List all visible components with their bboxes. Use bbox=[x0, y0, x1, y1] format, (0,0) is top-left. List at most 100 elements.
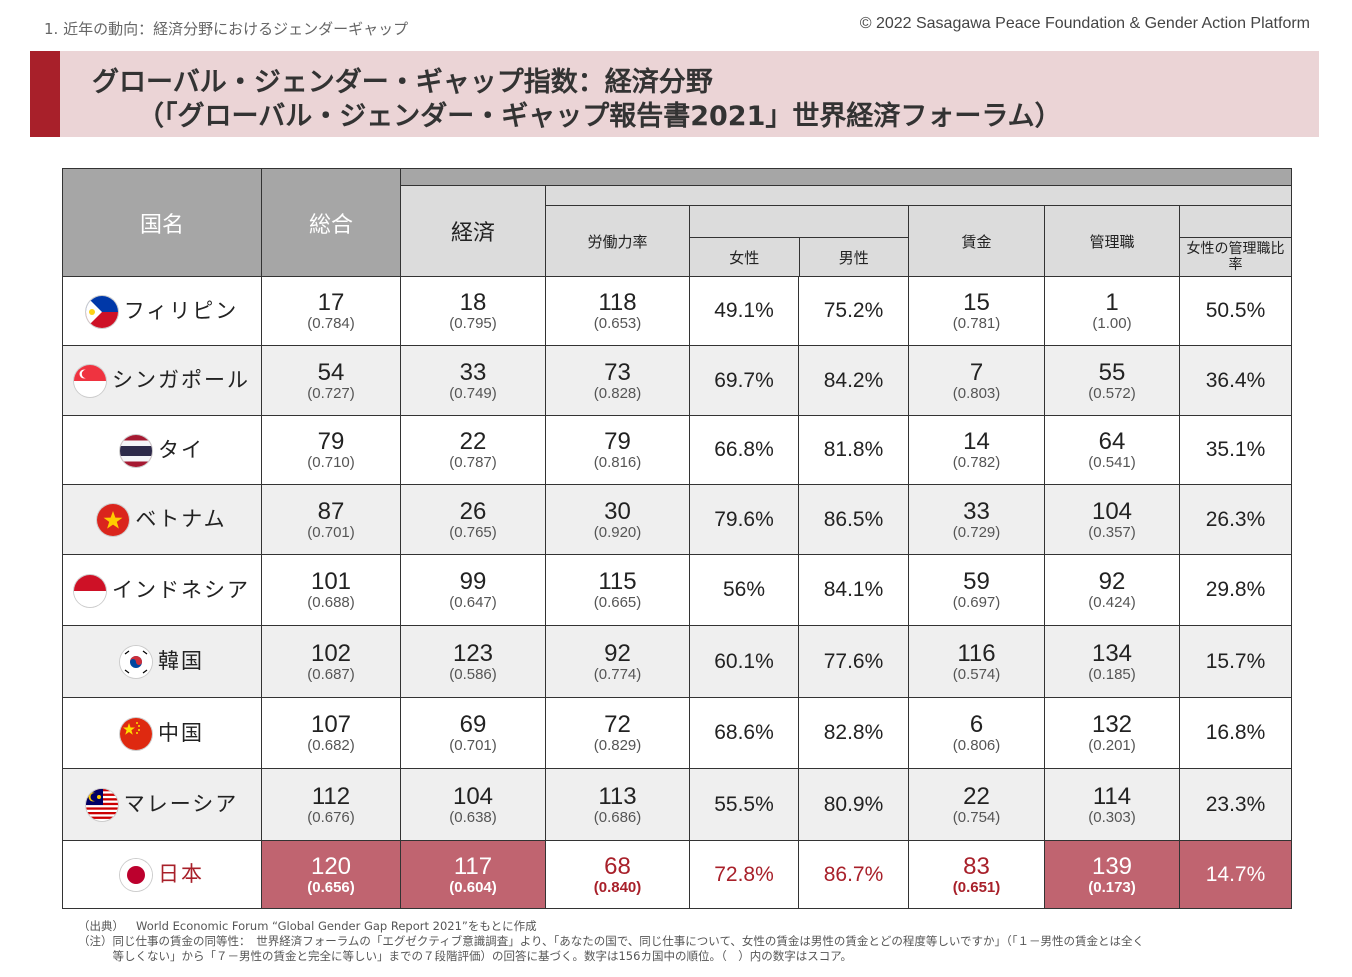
philippines-flag-icon bbox=[85, 295, 118, 328]
managers-cell-rank: 92 bbox=[1098, 568, 1126, 595]
economy-cell: 123 (0.586) bbox=[400, 625, 546, 698]
managers-cell-rank: 139 bbox=[1091, 852, 1133, 880]
overall-cell: 120 (0.656) bbox=[261, 840, 401, 909]
managers-cell-rank: 64 bbox=[1098, 428, 1126, 455]
wage-cell-rank: 15 bbox=[963, 289, 990, 316]
wage-cell-rank: 6 bbox=[969, 711, 984, 738]
overall-cell-score: (0.656) bbox=[307, 878, 355, 896]
female-mgr-cell: 36.4% bbox=[1179, 345, 1292, 416]
economy-cell-score: (0.787) bbox=[449, 454, 497, 471]
note-line-1: （注）同じ仕事の賃金の同等性： 世界経済フォーラムの「エグゼクティブ意識調査」よ… bbox=[78, 934, 1145, 948]
source-label: （出典） bbox=[78, 919, 124, 933]
header-female-mgr-ratio: 女性の管理職比率 bbox=[1186, 241, 1285, 273]
singapore-flag-icon bbox=[74, 365, 106, 397]
labor-cell-rank: 92 bbox=[604, 639, 631, 667]
economy-cell: 69 (0.701) bbox=[400, 697, 546, 769]
male-labor-cell: 84.1% bbox=[798, 554, 909, 626]
female-mgr-cell: 15.7% bbox=[1179, 625, 1292, 698]
wage-cell-rank: 14 bbox=[963, 428, 990, 455]
title-accent-bar bbox=[30, 51, 60, 137]
table-row: 韓国 102 (0.687) 123 (0.586) 92 (0.774) 60.1% 77.6… bbox=[62, 625, 1292, 698]
country-name: フィリピン bbox=[123, 298, 239, 323]
economy-cell-rank: 99 bbox=[459, 568, 487, 595]
economy-cell-rank: 104 bbox=[452, 782, 494, 810]
header-overall: 総合 bbox=[261, 168, 401, 277]
wage-cell-rank: 22 bbox=[963, 782, 990, 810]
country-name: 韓国 bbox=[158, 649, 204, 673]
overall-cell-score: (0.701) bbox=[307, 523, 355, 541]
economy-cell-score: (0.604) bbox=[449, 878, 497, 896]
note-line-2: 等しくない」から「７－男性の賃金と完全に等しい」までの７段階評価）の回答に基づく… bbox=[78, 949, 853, 963]
overall-cell: 101 (0.688) bbox=[261, 554, 401, 626]
overall-cell: 79 (0.710) bbox=[261, 415, 401, 485]
male-labor-cell: 80.9% bbox=[798, 768, 909, 841]
overall-cell-rank: 54 bbox=[317, 358, 345, 386]
economy-cell: 33 (0.749) bbox=[400, 345, 546, 416]
wage-cell: 59 (0.697) bbox=[908, 554, 1045, 626]
source-text: World Economic Forum “Global Gender Gap … bbox=[136, 919, 537, 933]
header-country: 国名 bbox=[62, 168, 262, 277]
labor-cell-score: (0.774) bbox=[593, 665, 642, 683]
overall-cell-rank: 120 bbox=[310, 852, 352, 880]
wage-cell-rank: 59 bbox=[963, 568, 990, 595]
japan-flag-icon bbox=[120, 859, 152, 891]
header-labor: 労働力率 bbox=[545, 205, 690, 277]
economy-cell-score: (0.638) bbox=[449, 808, 497, 826]
wage-cell-score: (0.782) bbox=[952, 454, 1001, 471]
managers-cell: 104 (0.357) bbox=[1044, 484, 1180, 555]
country-name: 中国 bbox=[158, 720, 204, 745]
overall-cell: 107 (0.682) bbox=[261, 697, 401, 769]
overall-cell: 102 (0.687) bbox=[261, 625, 401, 698]
managers-cell-score: (0.185) bbox=[1088, 665, 1136, 683]
overall-cell: 17 (0.784) bbox=[261, 276, 401, 346]
female-mgr-cell: 50.5% bbox=[1179, 276, 1292, 346]
labor-cell-rank: 115 bbox=[598, 568, 637, 595]
wage-cell-score: (0.754) bbox=[952, 808, 1001, 826]
labor-cell: 115 (0.665) bbox=[545, 554, 690, 626]
overall-cell-rank: 87 bbox=[317, 497, 345, 525]
header-male: 男性 bbox=[838, 248, 869, 267]
managers-cell-score: (0.303) bbox=[1088, 808, 1136, 826]
female-labor-cell: 68.6% bbox=[689, 697, 799, 769]
overall-cell: 112 (0.676) bbox=[261, 768, 401, 841]
economy-cell-score: (0.647) bbox=[449, 594, 497, 611]
breadcrumb: 1. 近年の動向：経済分野におけるジェンダーギャップ bbox=[44, 20, 409, 38]
thailand-flag-icon bbox=[120, 434, 152, 467]
female-mgr-cell: 35.1% bbox=[1179, 415, 1292, 485]
male-labor-cell: 75.2% bbox=[798, 276, 909, 346]
managers-cell-score: (0.572) bbox=[1088, 384, 1136, 402]
table-row: シンガポール 54 (0.727) 33 (0.749) 73 (0.828) 69.7% 84… bbox=[62, 345, 1292, 416]
wage-cell: 83 (0.651) bbox=[908, 840, 1045, 909]
overall-cell: 54 (0.727) bbox=[261, 345, 401, 416]
country-cell: タイ bbox=[62, 415, 262, 485]
wage-cell: 14 (0.782) bbox=[908, 415, 1045, 485]
country-name: シンガポール bbox=[112, 368, 250, 392]
country-cell: シンガポール bbox=[62, 345, 262, 416]
economy-cell-score: (0.795) bbox=[449, 315, 497, 332]
managers-cell: 139 (0.173) bbox=[1044, 840, 1180, 909]
wage-cell-rank: 33 bbox=[963, 497, 990, 525]
labor-cell-score: (0.686) bbox=[593, 808, 642, 826]
overall-cell-rank: 107 bbox=[310, 711, 352, 738]
overall-cell-score: (0.687) bbox=[307, 665, 355, 683]
economy-cell: 26 (0.765) bbox=[400, 484, 546, 555]
labor-cell: 113 (0.686) bbox=[545, 768, 690, 841]
labor-cell-score: (0.665) bbox=[593, 594, 642, 611]
managers-cell: 1 (1.00) bbox=[1044, 276, 1180, 346]
table-row: マレーシア 112 (0.676) 104 (0.638) 113 (0.686) 55.5%… bbox=[62, 768, 1292, 841]
country-name: タイ bbox=[158, 437, 204, 462]
overall-cell-score: (0.784) bbox=[307, 315, 355, 332]
wage-cell-score: (0.729) bbox=[952, 523, 1001, 541]
labor-cell-rank: 113 bbox=[598, 782, 637, 810]
labor-cell: 118 (0.653) bbox=[545, 276, 690, 346]
wage-cell: 22 (0.754) bbox=[908, 768, 1045, 841]
wage-cell-score: (0.803) bbox=[952, 384, 1001, 402]
male-labor-cell: 86.5% bbox=[798, 484, 909, 555]
wage-cell-score: (0.781) bbox=[952, 315, 1001, 332]
labor-cell-score: (0.653) bbox=[593, 315, 642, 332]
table-row: 中国 107 (0.682) 69 (0.701) 72 (0.829) 68.6% 82.8%… bbox=[62, 697, 1292, 769]
header-sub-band bbox=[545, 185, 1292, 206]
header-top-band bbox=[400, 168, 1292, 186]
table-row: ベトナム 87 (0.701) 26 (0.765) 30 (0.920) 79.6% 86.5… bbox=[62, 484, 1292, 555]
female-labor-cell: 55.5% bbox=[689, 768, 799, 841]
